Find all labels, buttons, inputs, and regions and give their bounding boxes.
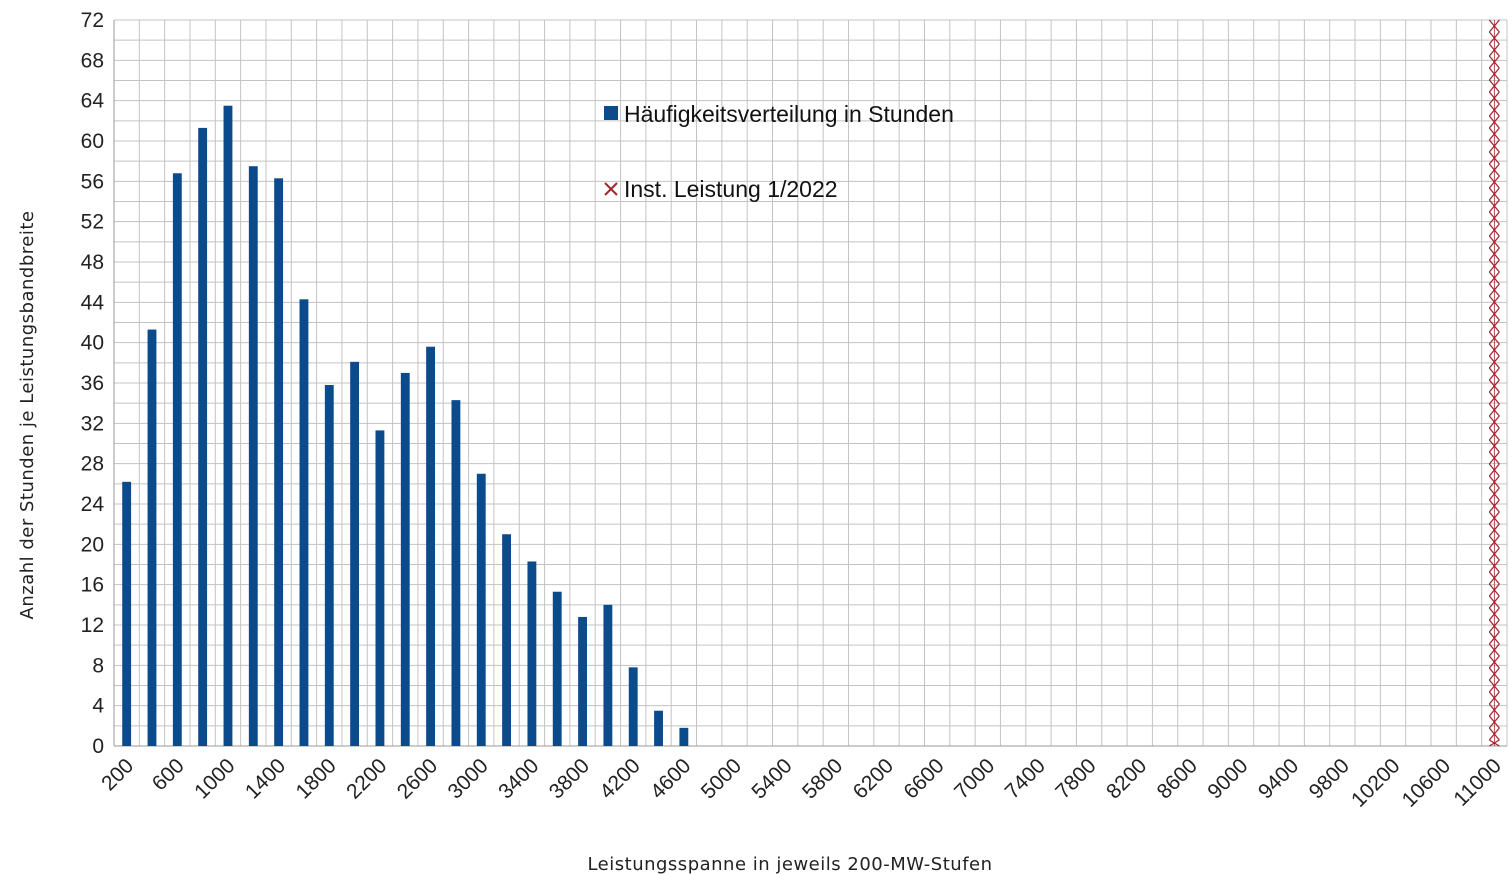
bar bbox=[679, 727, 689, 746]
legend-swatch-bars bbox=[604, 106, 618, 120]
bar bbox=[248, 166, 258, 747]
bar bbox=[654, 710, 663, 746]
x-tick-label: 10200 bbox=[1347, 754, 1405, 812]
y-axis-title: Anzahl der Stunden je Leistungsbandbreit… bbox=[17, 211, 38, 620]
bar bbox=[223, 105, 233, 747]
x-tick-label: 600 bbox=[148, 754, 189, 795]
x-tick-label: 2600 bbox=[393, 754, 442, 803]
legend-label-bars: Häufigkeitsverteilung in Stunden bbox=[624, 101, 954, 127]
y-tick-label: 12 bbox=[81, 614, 104, 637]
x-tick-label: 5800 bbox=[798, 754, 847, 803]
y-tick-label: 72 bbox=[81, 9, 104, 32]
bar bbox=[274, 178, 284, 746]
y-tick-label: 60 bbox=[81, 130, 104, 153]
x-tick-label: 7000 bbox=[950, 754, 999, 803]
bar-series bbox=[122, 105, 689, 747]
x-tick-label: 8600 bbox=[1153, 754, 1202, 803]
x-tick-label: 9000 bbox=[1203, 754, 1252, 803]
bar bbox=[552, 591, 562, 746]
y-tick-label: 32 bbox=[81, 412, 104, 435]
x-tick-label: 1000 bbox=[190, 754, 239, 803]
bar bbox=[198, 127, 208, 747]
y-tick-label: 52 bbox=[81, 211, 104, 234]
y-tick-label: 0 bbox=[92, 735, 104, 758]
x-tick-label: 6600 bbox=[899, 754, 948, 803]
bar bbox=[147, 329, 157, 746]
x-tick-label: 9400 bbox=[1254, 754, 1303, 803]
y-tick-label: 40 bbox=[81, 332, 104, 355]
x-tick-label: 7400 bbox=[1001, 754, 1050, 803]
x-axis-ticks: 200 600 1000 1400 1800 2200 2600 3000 3400 3800 42… bbox=[97, 754, 1506, 812]
y-tick-label: 24 bbox=[81, 493, 105, 516]
bar bbox=[451, 400, 461, 746]
bar bbox=[324, 385, 334, 746]
x-tick-label: 7800 bbox=[1051, 754, 1100, 803]
bar bbox=[527, 561, 537, 746]
y-tick-label: 4 bbox=[92, 695, 104, 718]
x-tick-label: 200 bbox=[97, 754, 138, 795]
x-tick-label: 5000 bbox=[697, 754, 746, 803]
y-tick-label: 48 bbox=[81, 251, 104, 274]
x-tick-label: 4600 bbox=[646, 754, 695, 803]
x-tick-label: 1800 bbox=[292, 754, 341, 803]
bar bbox=[603, 604, 613, 746]
x-tick-label: 1400 bbox=[241, 754, 290, 803]
x-tick-label: 2200 bbox=[342, 754, 391, 803]
y-tick-label: 28 bbox=[81, 453, 104, 476]
y-tick-label: 36 bbox=[81, 372, 104, 395]
y-tick-label: 68 bbox=[81, 49, 104, 72]
bar bbox=[350, 361, 360, 746]
bar bbox=[426, 346, 436, 746]
bar bbox=[628, 667, 638, 746]
y-tick-label: 20 bbox=[81, 533, 104, 556]
bar bbox=[476, 473, 486, 746]
y-tick-label: 16 bbox=[81, 574, 104, 597]
bar bbox=[400, 372, 410, 746]
x-tick-label: 3800 bbox=[545, 754, 594, 803]
bar bbox=[375, 430, 385, 746]
bar bbox=[502, 534, 512, 746]
legend-label-marker: Inst. Leistung 1/2022 bbox=[624, 176, 838, 202]
x-tick-label: 6200 bbox=[849, 754, 898, 803]
y-tick-label: 44 bbox=[81, 291, 105, 314]
x-tick-label: 4200 bbox=[595, 754, 644, 803]
installed-capacity-marker bbox=[1488, 19, 1500, 747]
bar bbox=[299, 299, 309, 746]
bar bbox=[172, 173, 182, 746]
x-tick-label: 8200 bbox=[1102, 754, 1151, 803]
bar bbox=[122, 481, 132, 746]
x-tick-label: 5400 bbox=[747, 754, 796, 803]
x-tick-label: 3400 bbox=[494, 754, 543, 803]
x-tick-label: 3000 bbox=[443, 754, 492, 803]
x-tick-label: 11000 bbox=[1449, 754, 1505, 810]
x-axis-title: Leistungsspanne in jeweils 200-MW-Stufen bbox=[587, 854, 992, 875]
y-tick-label: 8 bbox=[92, 654, 104, 677]
grid-lines bbox=[113, 19, 1508, 747]
y-tick-label: 56 bbox=[81, 170, 104, 193]
legend: Häufigkeitsverteilung in Stunden Inst. L… bbox=[604, 101, 954, 202]
legend-swatch-marker bbox=[604, 182, 618, 196]
y-tick-label: 64 bbox=[81, 90, 105, 113]
bar bbox=[578, 616, 587, 746]
x-tick-label: 10600 bbox=[1398, 754, 1456, 812]
